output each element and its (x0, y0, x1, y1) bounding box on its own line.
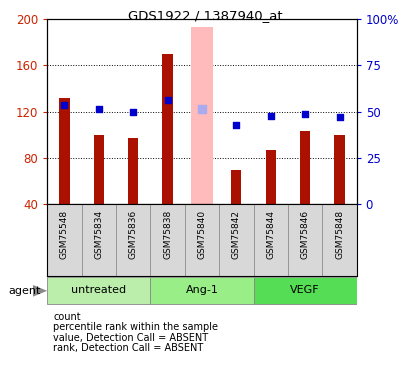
Bar (162, 54, 172, 204)
Text: GSM75548: GSM75548 (60, 210, 69, 259)
Text: rank, Detection Call = ABSENT: rank, Detection Call = ABSENT (53, 344, 203, 353)
Bar (231, 170, 241, 204)
Bar (59, 98, 70, 204)
Text: Ang-1: Ang-1 (185, 285, 218, 295)
Text: GSM75848: GSM75848 (334, 210, 343, 259)
Bar (116, 204, 150, 276)
Text: GSM75836: GSM75836 (128, 210, 137, 260)
Text: count: count (53, 312, 81, 322)
Point (130, 109, 136, 115)
Text: GSM75840: GSM75840 (197, 210, 206, 259)
Point (232, 123, 239, 129)
Bar (128, 138, 138, 204)
Point (95, 106, 102, 112)
Polygon shape (33, 285, 47, 297)
Bar (265, 150, 275, 204)
Text: percentile rank within the sample: percentile rank within the sample (53, 322, 218, 332)
Text: VEGF: VEGF (290, 285, 319, 295)
Text: GSM75834: GSM75834 (94, 210, 103, 259)
Bar (47, 204, 81, 276)
Text: value, Detection Call = ABSENT: value, Detection Call = ABSENT (53, 333, 208, 343)
Text: untreated: untreated (71, 285, 126, 295)
Point (164, 97, 171, 103)
Bar (184, 204, 218, 276)
Bar (93, 135, 103, 204)
Bar (253, 277, 356, 304)
Text: agent: agent (8, 286, 40, 296)
Point (61, 102, 67, 108)
Bar (150, 277, 253, 304)
Bar (253, 204, 287, 276)
Bar (287, 204, 321, 276)
Bar (190, 27, 213, 204)
Bar (299, 131, 310, 204)
Text: GSM75842: GSM75842 (231, 210, 240, 259)
Bar (150, 204, 184, 276)
Text: GDS1922 / 1387940_at: GDS1922 / 1387940_at (127, 9, 282, 22)
Bar (321, 204, 356, 276)
Bar (333, 135, 344, 204)
Point (301, 111, 308, 117)
Bar (47, 277, 150, 304)
Point (267, 113, 273, 119)
Text: GSM75844: GSM75844 (265, 210, 274, 259)
Text: GSM75838: GSM75838 (163, 210, 172, 260)
Text: GSM75846: GSM75846 (300, 210, 309, 259)
Point (198, 106, 204, 112)
Bar (218, 204, 253, 276)
Point (335, 114, 342, 120)
Bar (81, 204, 116, 276)
